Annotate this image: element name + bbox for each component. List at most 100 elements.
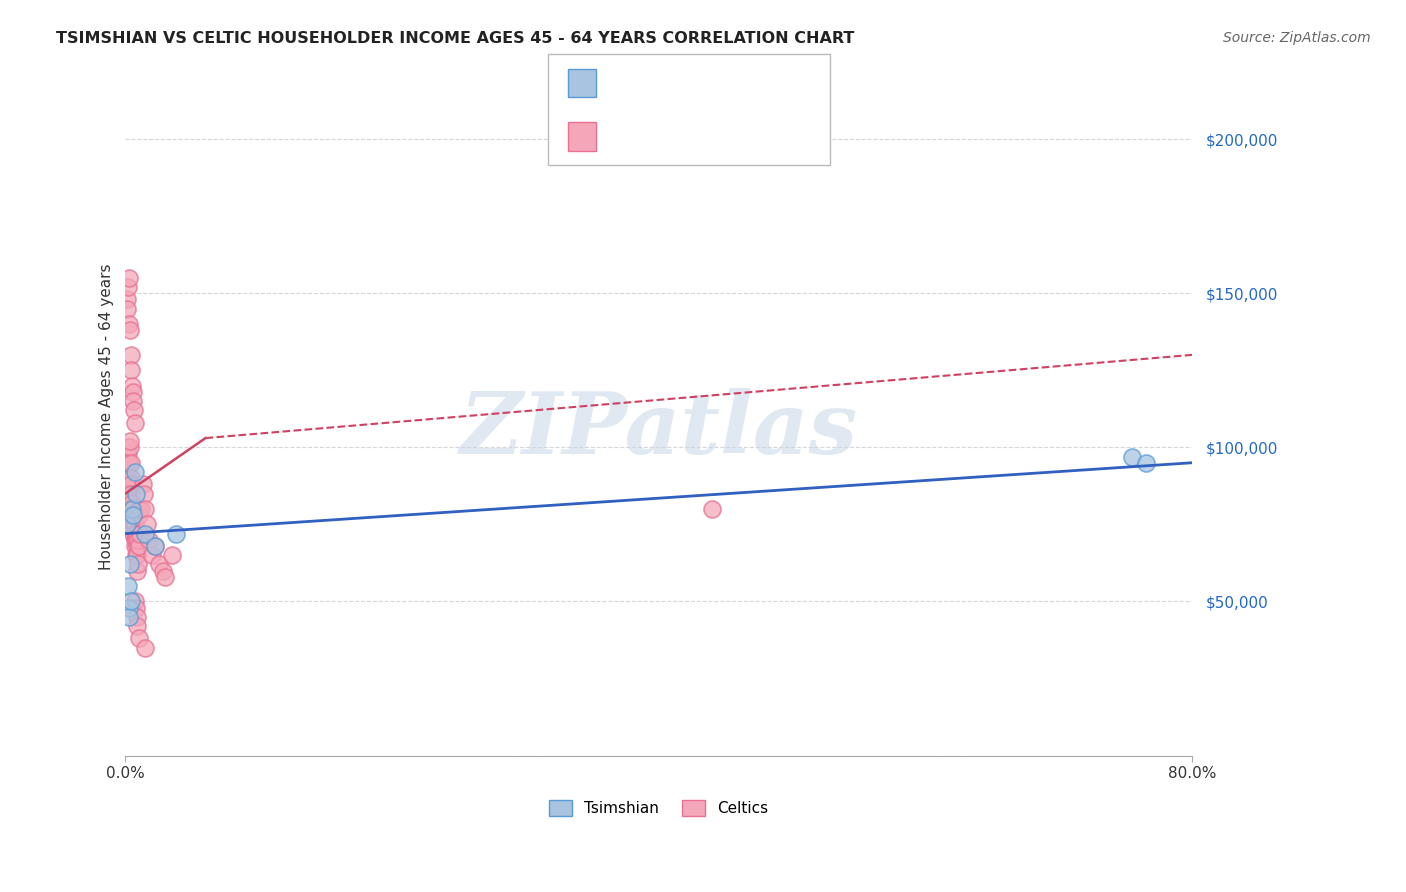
Text: R =: R = xyxy=(602,74,638,92)
Point xyxy=(120,477,142,491)
Point xyxy=(124,594,146,608)
Text: Source: ZipAtlas.com: Source: ZipAtlas.com xyxy=(1223,31,1371,45)
Point xyxy=(125,600,148,615)
Point xyxy=(120,471,142,485)
Point xyxy=(117,456,139,470)
Point xyxy=(143,539,166,553)
Point xyxy=(118,610,141,624)
Point xyxy=(120,594,142,608)
Point xyxy=(121,378,143,392)
Point xyxy=(122,502,145,516)
Point xyxy=(117,465,139,479)
Point xyxy=(115,465,138,479)
Point xyxy=(155,570,177,584)
Text: ZIPatlas: ZIPatlas xyxy=(460,388,858,472)
Point xyxy=(122,403,145,417)
Point xyxy=(124,539,146,553)
Point xyxy=(128,502,150,516)
Point xyxy=(134,486,156,500)
Point xyxy=(134,640,156,655)
Point xyxy=(141,548,163,562)
Text: R =: R = xyxy=(602,128,638,145)
Point xyxy=(118,471,141,485)
Point xyxy=(128,508,150,523)
Text: N =: N = xyxy=(685,74,721,92)
Point xyxy=(124,533,146,547)
Point xyxy=(115,293,138,307)
Point xyxy=(120,323,142,337)
Point xyxy=(117,579,139,593)
Point xyxy=(115,486,138,500)
Point xyxy=(1121,450,1143,464)
Point xyxy=(121,363,143,377)
Point xyxy=(134,502,156,516)
Point xyxy=(134,526,156,541)
Point xyxy=(148,558,170,572)
Point xyxy=(121,508,143,523)
Legend: Tsimshian, Celtics: Tsimshian, Celtics xyxy=(543,794,775,822)
Point xyxy=(135,517,157,532)
Text: 15: 15 xyxy=(720,74,742,92)
Point xyxy=(118,486,141,500)
Point xyxy=(129,526,152,541)
Point xyxy=(121,502,143,516)
Point xyxy=(121,496,143,510)
Point xyxy=(1135,456,1157,470)
Point xyxy=(122,508,145,523)
Point xyxy=(117,280,139,294)
Point xyxy=(165,526,187,541)
Point xyxy=(152,564,174,578)
Text: 73: 73 xyxy=(720,128,744,145)
Point xyxy=(124,526,146,541)
Point xyxy=(125,610,148,624)
Point xyxy=(120,456,142,470)
Point xyxy=(127,533,149,547)
Point xyxy=(125,526,148,541)
Y-axis label: Householder Income Ages 45 - 64 years: Householder Income Ages 45 - 64 years xyxy=(100,263,114,570)
Point xyxy=(122,526,145,541)
Point xyxy=(127,564,149,578)
Point xyxy=(118,600,141,615)
Point xyxy=(124,517,146,532)
Point xyxy=(117,517,139,532)
Point xyxy=(121,502,143,516)
Text: TSIMSHIAN VS CELTIC HOUSEHOLDER INCOME AGES 45 - 64 YEARS CORRELATION CHART: TSIMSHIAN VS CELTIC HOUSEHOLDER INCOME A… xyxy=(56,31,855,46)
Point xyxy=(160,548,183,562)
Point xyxy=(122,517,145,532)
Point xyxy=(120,434,142,449)
Point xyxy=(125,533,148,547)
Point xyxy=(122,394,145,409)
Point xyxy=(125,548,148,562)
Point xyxy=(118,456,141,470)
Point xyxy=(128,539,150,553)
Point xyxy=(122,508,145,523)
Point xyxy=(118,270,141,285)
Point xyxy=(702,502,724,516)
Point xyxy=(132,477,155,491)
Point xyxy=(121,486,143,500)
Point xyxy=(127,558,149,572)
Text: N =: N = xyxy=(685,128,721,145)
Point xyxy=(121,384,143,399)
Point xyxy=(117,440,139,454)
Point xyxy=(125,539,148,553)
Point xyxy=(124,416,146,430)
Point xyxy=(115,502,138,516)
Point xyxy=(128,632,150,646)
Point xyxy=(138,533,160,547)
Point xyxy=(120,348,142,362)
Point xyxy=(143,539,166,553)
Text: 0.144: 0.144 xyxy=(637,74,689,92)
Point xyxy=(117,446,139,460)
Text: 0.047: 0.047 xyxy=(637,128,689,145)
Point xyxy=(115,477,138,491)
Point xyxy=(117,301,139,316)
Point xyxy=(121,517,143,532)
Point xyxy=(118,317,141,331)
Point xyxy=(120,558,142,572)
Point xyxy=(124,465,146,479)
Point xyxy=(118,440,141,454)
Point xyxy=(127,619,149,633)
Point xyxy=(131,502,153,516)
Point xyxy=(125,486,148,500)
